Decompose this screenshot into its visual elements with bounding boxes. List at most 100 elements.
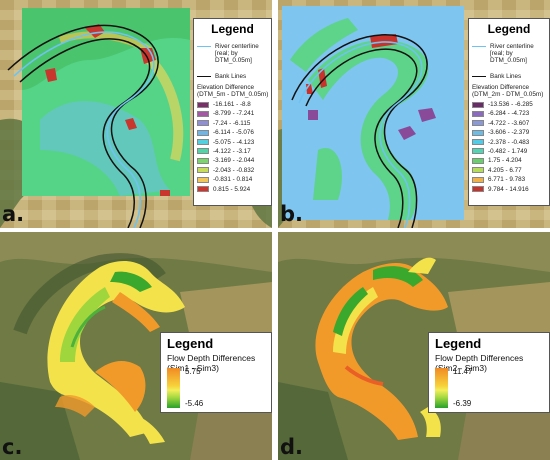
legend-class-row: -4.122 - -3.17 [197, 148, 271, 155]
legend-class-row: 0.815 - 5.924 [197, 186, 271, 193]
river-line-swatch [472, 46, 486, 47]
elevation-title: Elevation Difference [197, 84, 255, 91]
legend-class-label: 9.784 - 14.916 [488, 185, 529, 193]
legend-class-row: -3.169 - -2.044 [197, 157, 271, 164]
panel-a-label: a. [2, 202, 25, 226]
panel-b-map: Legend River centerline [real; by DTM_0.… [278, 0, 550, 228]
legend-class-swatch [472, 101, 484, 108]
legend-class-label: -8.799 - -7.241 [213, 110, 255, 118]
panel-a-legend-title: Legend [211, 22, 254, 36]
legend-class-label: -4.722 - -3.607 [488, 119, 530, 127]
river-line-swatch [197, 46, 211, 47]
panel-d-color-ramp [435, 368, 448, 408]
bank-line-label: Bank Lines [215, 73, 247, 80]
legend-river-line: River centerline [472, 43, 549, 50]
legend-class-swatch [197, 176, 209, 183]
legend-class-label: 0.815 - 5.924 [213, 185, 251, 193]
panel-a-legend: Legend River centerline [real; by DTM_0.… [193, 18, 272, 206]
legend-class-row: -4.722 - -3.607 [472, 120, 549, 127]
legend-class-label: -3.169 - -2.044 [213, 157, 255, 165]
river-line-sublabel: [real; by DTM_0.05m] [215, 50, 252, 64]
panel-c-label: c. [2, 435, 23, 459]
panel-d-legend-subtitle2: (Sim2 - Sim3) [435, 363, 487, 373]
legend-class-row: -6.284 - -4.723 [472, 110, 549, 117]
legend-class-swatch [197, 110, 209, 117]
legend-class-swatch [472, 139, 484, 146]
legend-class-row: -7.24 - -6.115 [197, 120, 271, 127]
panel-d-ramp-max: 11.47 [453, 367, 473, 376]
legend-class-label: -7.24 - -6.115 [213, 119, 251, 127]
panel-b-legend: Legend River centerline [real; by DTM_0.… [468, 18, 550, 206]
panel-c-legend-subtitle2: (Sim1 - Sim3) [167, 363, 219, 373]
legend-class-swatch [472, 129, 484, 136]
panel-d-legend-subtitle: Flow Depth Differences [435, 353, 524, 363]
legend-class-label: -2.043 - -0.832 [213, 166, 255, 174]
legend-class-label: -16.161 - -8.8 [213, 101, 251, 108]
legend-class-row: -6.114 - -5.076 [197, 129, 271, 136]
legend-class-row: 1.75 - 4.204 [472, 157, 549, 164]
river-line-label: River centerline [215, 43, 259, 50]
legend-class-label: 6.771 - 9.783 [488, 176, 526, 184]
legend-bank-line: Bank Lines [472, 73, 549, 80]
legend-class-row: -8.799 - -7.241 [197, 110, 271, 117]
panel-d-legend-title: Legend [435, 336, 482, 351]
legend-class-row: 6.771 - 9.783 [472, 176, 549, 183]
legend-class-row: 4.205 - 6.77 [472, 167, 549, 174]
legend-class-swatch [197, 157, 209, 164]
bank-line-label: Bank Lines [490, 73, 522, 80]
legend-class-label: -0.831 - 0.814 [213, 176, 253, 184]
panel-a-map: Legend River centerline [real; by DTM_0.… [0, 0, 272, 228]
legend-class-label: -3.606 - -2.379 [488, 129, 530, 137]
panel-b-class-list: -13.536 - -6.285 -6.284 - -4.723 -4.722 - … [472, 101, 549, 193]
legend-class-row: -16.161 - -8.8 [197, 101, 271, 108]
legend-class-swatch [197, 167, 209, 174]
legend-class-row: 9.784 - 14.916 [472, 186, 549, 193]
legend-class-row: -2.043 - -0.832 [197, 167, 271, 174]
legend-class-row: -0.831 - 0.814 [197, 176, 271, 183]
legend-class-swatch [197, 139, 209, 146]
river-line-label: River centerline [490, 43, 534, 50]
legend-class-label: -2.378 - -0.483 [488, 138, 530, 146]
bank-line-swatch [472, 76, 486, 77]
legend-class-row: -2.378 - -0.483 [472, 139, 549, 146]
elevation-subtitle: (DTM_2m - DTM_0.05m) [472, 91, 544, 98]
panel-c-legend-title: Legend [167, 336, 214, 351]
legend-river-line: River centerline [197, 43, 271, 50]
panel-c-legend-subtitle: Flow Depth Differences [167, 353, 256, 363]
legend-class-label: -0.482 - 1.749 [488, 147, 528, 155]
river-line-sublabel: [real; by DTM_0.05m] [490, 50, 527, 64]
legend-class-label: -4.122 - -3.17 [213, 147, 251, 155]
panel-c-map: Legend Flow Depth Differences (Sim1 - Si… [0, 232, 272, 460]
legend-class-swatch [197, 186, 209, 193]
elevation-subtitle: (DTM_5m - DTM_0.05m) [197, 91, 269, 98]
panel-c-color-ramp [167, 368, 180, 408]
legend-class-swatch [197, 120, 209, 127]
panel-d-legend: Legend Flow Depth Differences (Sim2 - Si… [428, 332, 550, 413]
panel-a-class-list: -16.161 - -8.8 -8.799 - -7.241 -7.24 - -6.… [197, 101, 271, 193]
legend-class-swatch [472, 148, 484, 155]
panel-c-ramp-min: -5.46 [185, 399, 204, 408]
panel-b-legend-title: Legend [487, 22, 531, 36]
legend-class-label: -13.536 - -6.285 [488, 101, 533, 108]
legend-class-swatch [472, 110, 484, 117]
legend-class-swatch [472, 167, 484, 174]
panel-b-label: b. [280, 202, 304, 226]
legend-class-label: 1.75 - 4.204 [488, 157, 522, 165]
panel-d-map: Legend Flow Depth Differences (Sim2 - Si… [278, 232, 550, 460]
panel-d-label: d. [280, 435, 304, 459]
legend-class-swatch [197, 101, 209, 108]
legend-class-swatch [472, 157, 484, 164]
legend-class-label: 4.205 - 6.77 [488, 166, 522, 174]
panel-c-legend: Legend Flow Depth Differences (Sim1 - Si… [160, 332, 272, 413]
legend-class-swatch [197, 129, 209, 136]
legend-bank-line: Bank Lines [197, 73, 271, 80]
legend-class-row: -3.606 - -2.379 [472, 129, 549, 136]
panel-c-ramp-max: 5.75 [185, 367, 201, 376]
legend-class-label: -6.284 - -4.723 [488, 110, 530, 118]
legend-class-label: -6.114 - -5.076 [213, 129, 254, 137]
legend-class-row: -13.536 - -6.285 [472, 101, 549, 108]
legend-class-swatch [472, 186, 484, 193]
bank-line-swatch [197, 76, 211, 77]
elevation-title: Elevation Difference [472, 84, 530, 91]
panel-d-map-graphic [278, 232, 550, 460]
